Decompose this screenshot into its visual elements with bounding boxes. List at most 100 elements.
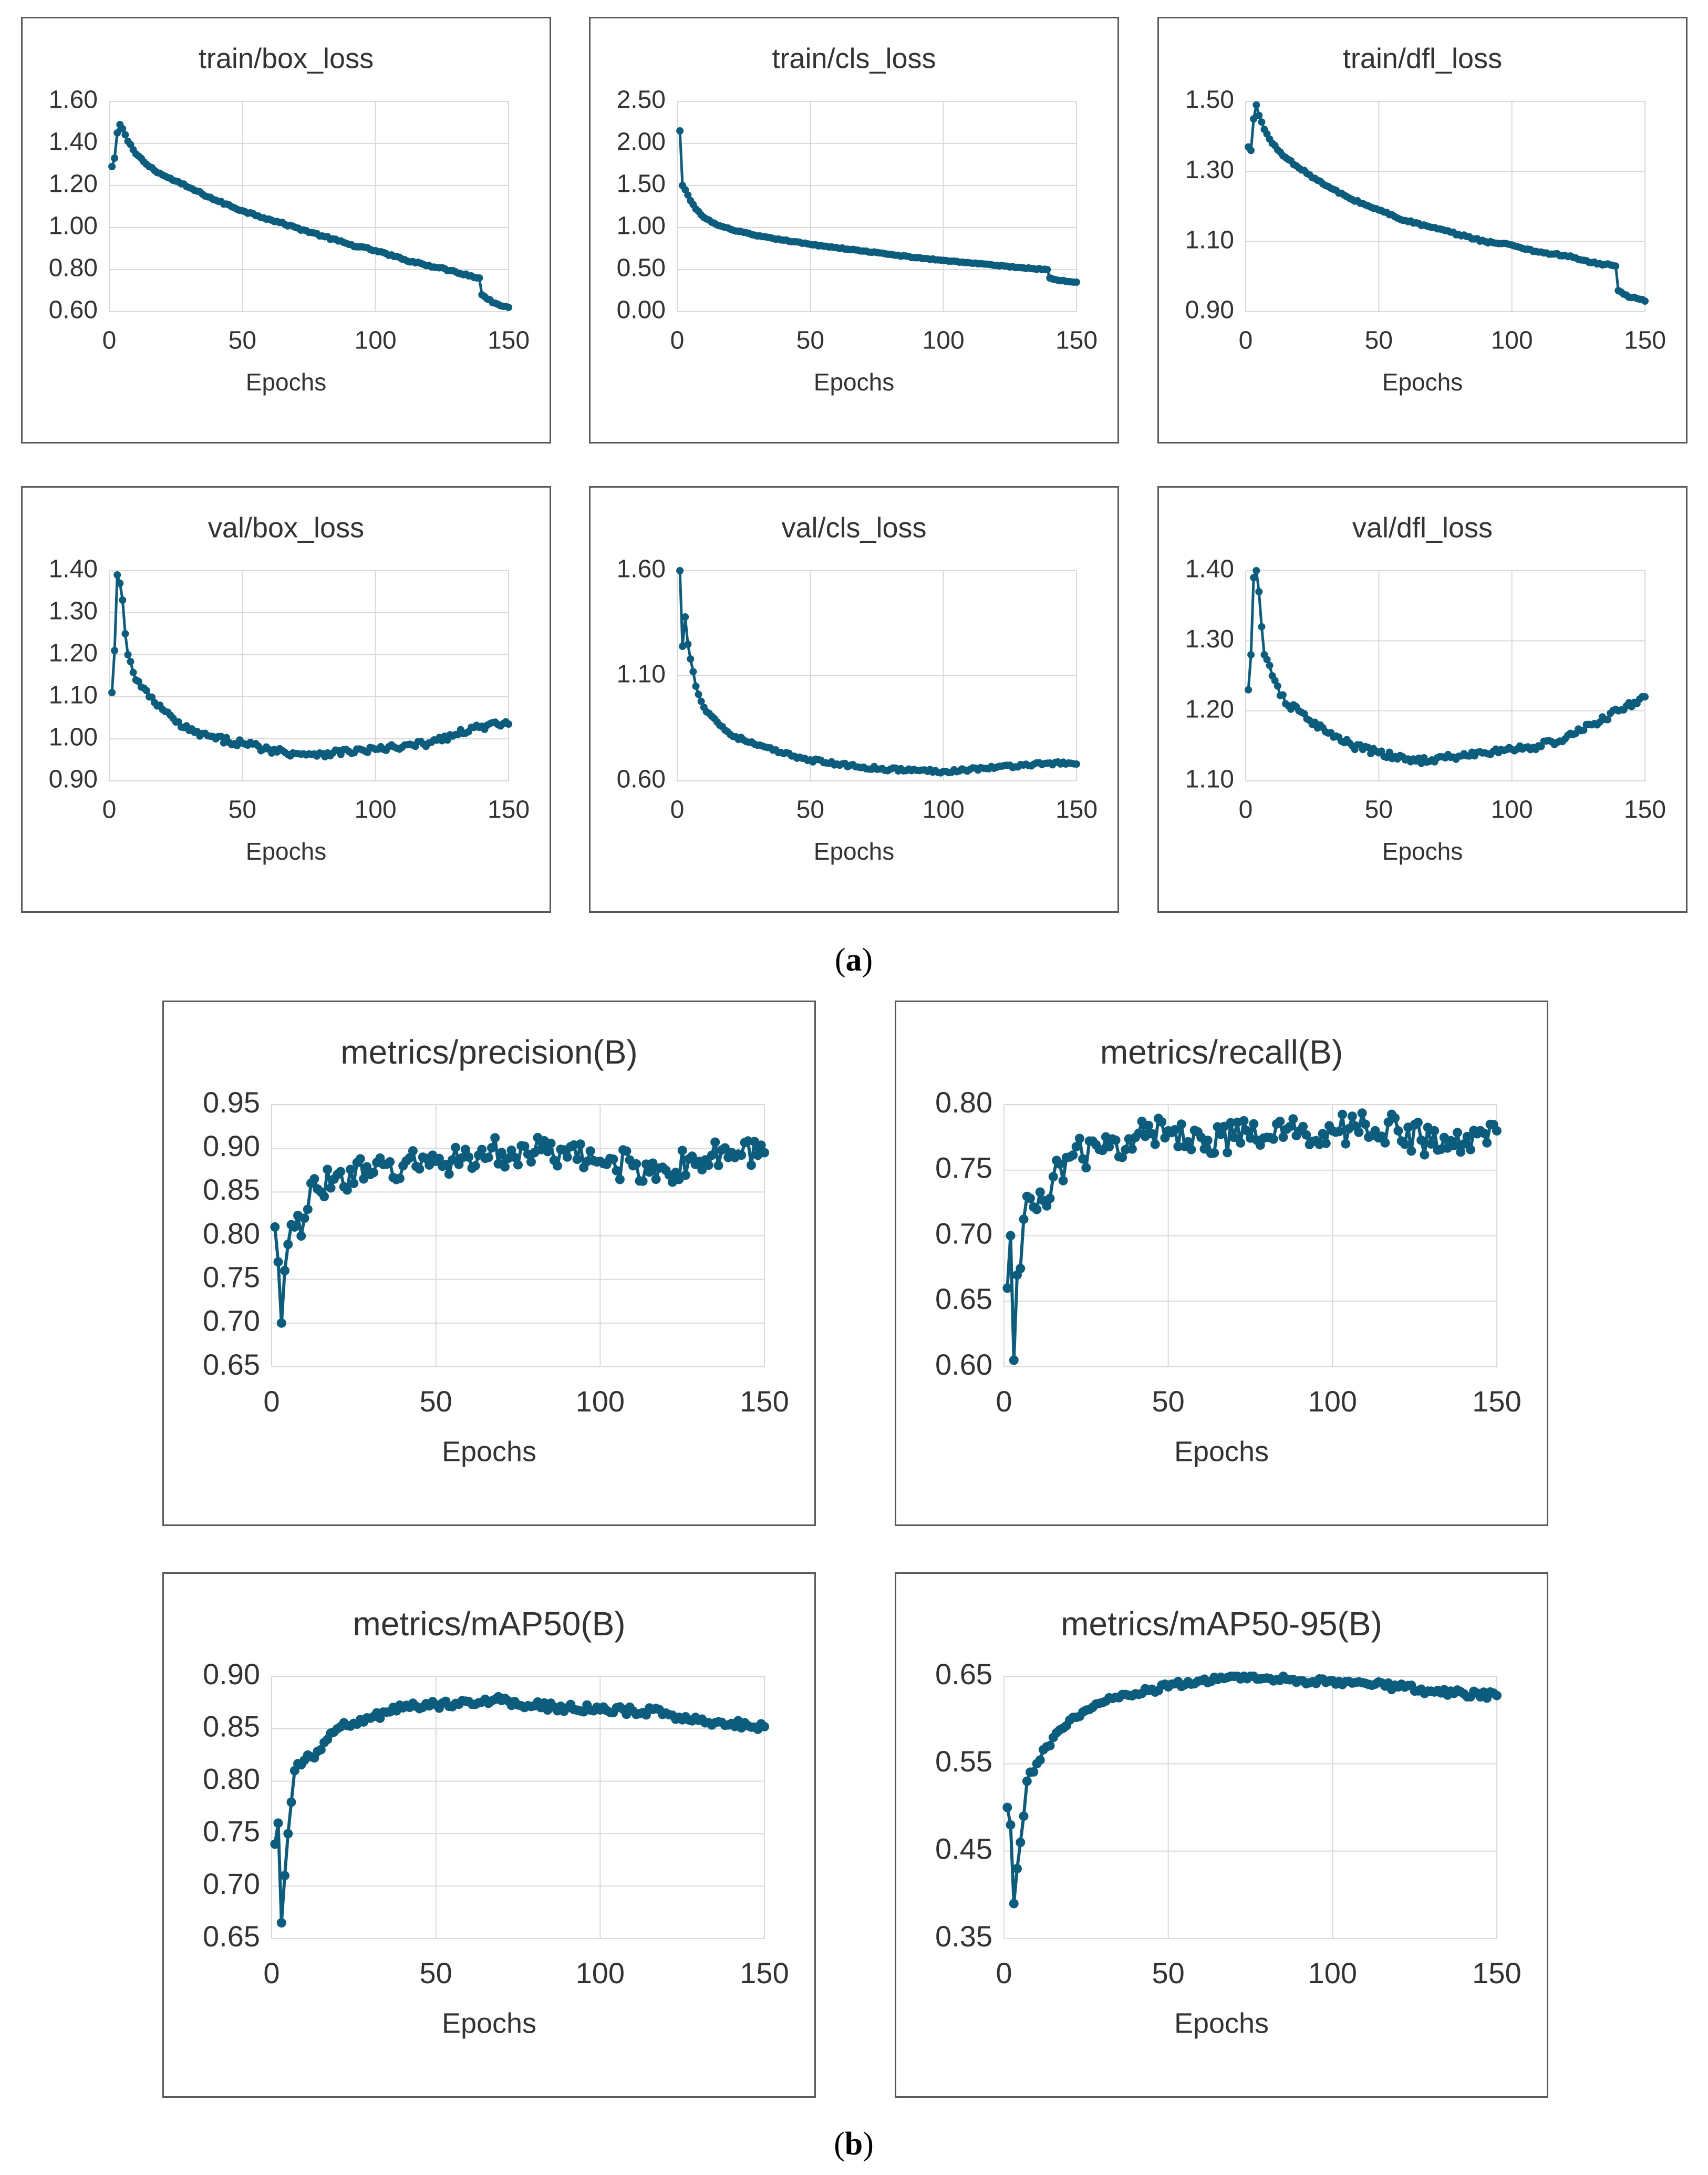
data-point <box>1252 567 1260 574</box>
x-tick-label: 150 <box>1624 327 1666 355</box>
data-point <box>1285 1122 1295 1132</box>
data-point <box>113 571 121 579</box>
data-point <box>1492 1690 1502 1700</box>
data-point <box>1250 115 1258 123</box>
data-point <box>689 668 697 676</box>
x-axis-label: Epochs <box>814 368 894 396</box>
data-point <box>368 1168 378 1178</box>
data-point <box>1229 1132 1239 1142</box>
data-point <box>1045 1740 1055 1750</box>
data-point <box>296 1231 306 1241</box>
data-point <box>1318 1129 1328 1139</box>
data-point <box>510 1152 520 1162</box>
data-point <box>1449 1140 1459 1150</box>
data-point <box>113 129 121 137</box>
x-axis-label: Epochs <box>246 838 326 865</box>
chart-svg: val/dfl_loss 1.10 1.20 1.30 1.40 0 50 100 150 Epo… <box>1185 512 1666 865</box>
data-point <box>648 1158 658 1168</box>
data-point <box>1170 1125 1180 1135</box>
data-point <box>1071 1142 1081 1152</box>
x-tick-label: 100 <box>1491 327 1533 355</box>
data-point <box>286 1797 296 1807</box>
data-point <box>385 1157 395 1167</box>
x-tick-label: 100 <box>576 1385 625 1418</box>
y-tick-label: 0.85 <box>203 1173 260 1206</box>
data-point <box>760 1722 769 1731</box>
y-tick-label: 0.80 <box>203 1217 260 1250</box>
y-tick-label: 0.80 <box>203 1762 260 1795</box>
x-axis-label: Epochs <box>1382 368 1463 396</box>
data-point <box>1385 748 1393 756</box>
caption-a-open: ( <box>834 942 846 978</box>
chart-title: metrics/mAP50-95(B) <box>1061 1605 1382 1643</box>
data-point <box>1150 1139 1160 1149</box>
y-tick-label: 1.10 <box>1185 766 1234 793</box>
data-point <box>1258 118 1266 126</box>
caption-b-open: ( <box>834 2126 845 2162</box>
data-point <box>1160 1133 1170 1143</box>
chart-map50: metrics/mAP50(B) 0.65 0.70 0.75 0.80 0.85 0.90… <box>162 1572 816 2098</box>
data-point <box>500 1162 510 1172</box>
data-point <box>1263 656 1271 664</box>
data-point <box>1357 1108 1367 1118</box>
data-point <box>1111 1135 1121 1145</box>
data-point <box>585 1146 595 1156</box>
x-tick-label: 0 <box>670 327 685 355</box>
data-point <box>687 655 695 663</box>
data-point <box>1416 1135 1426 1145</box>
data-point <box>1252 101 1260 109</box>
data-point <box>1370 1126 1380 1136</box>
chart-train-box-loss: train/box_loss 0.60 0.80 1.00 1.20 1.40 1.60 0 5… <box>21 17 551 444</box>
caption-a: (a) <box>801 942 906 979</box>
caption-b: (b) <box>801 2126 906 2163</box>
data-point <box>319 1192 329 1201</box>
data-point <box>283 1829 293 1839</box>
y-tick-label: 0.75 <box>935 1151 992 1184</box>
data-point <box>1068 1150 1078 1160</box>
data-point <box>483 1152 493 1162</box>
x-tick-label: 50 <box>229 327 256 355</box>
data-point <box>490 1133 500 1143</box>
x-tick-label: 0 <box>102 327 117 355</box>
y-tick-label: 0.60 <box>49 296 98 324</box>
data-point <box>415 1164 425 1174</box>
chart-val-box-loss: val/box_loss 0.90 1.00 1.10 1.20 1.30 1.40 0 50 1… <box>21 486 551 913</box>
data-point <box>1016 1263 1026 1273</box>
x-tick-label: 50 <box>420 1956 452 1990</box>
data-point <box>710 1137 720 1147</box>
data-point <box>681 613 689 621</box>
x-tick-label: 50 <box>1365 796 1393 824</box>
data-point <box>697 1164 707 1174</box>
y-tick-label: 1.50 <box>1185 86 1234 114</box>
series-line <box>1247 569 1645 765</box>
data-point <box>1413 1118 1423 1128</box>
data-point <box>316 1745 326 1755</box>
data-point <box>289 1222 299 1232</box>
y-tick-label: 1.40 <box>49 555 98 583</box>
y-tick-label: 0.80 <box>935 1086 992 1119</box>
chart-svg: val/cls_loss 0.60 1.10 1.60 0 50 100 150 Epochs <box>617 512 1098 865</box>
chart-val-dfl-loss: val/dfl_loss 1.10 1.20 1.30 1.40 0 50 100 150 Epo… <box>1157 486 1688 913</box>
data-point <box>487 1143 496 1153</box>
data-point <box>1390 1113 1400 1123</box>
y-tick-label: 1.00 <box>49 212 98 240</box>
x-axis-label: Epochs <box>814 838 894 865</box>
x-tick-label: 150 <box>1472 1956 1521 1990</box>
y-tick-label: 1.30 <box>1185 625 1234 653</box>
data-point <box>1012 1863 1022 1873</box>
series-line <box>273 1695 765 1925</box>
chart-svg: metrics/recall(B) 0.60 0.65 0.70 0.75 0.80 0 50… <box>935 1033 1521 1467</box>
data-point <box>760 1148 769 1158</box>
data-point <box>1043 266 1051 273</box>
data-point <box>273 1257 283 1267</box>
data-point <box>1035 1187 1045 1197</box>
data-point <box>1479 1128 1488 1138</box>
y-tick-label: 0.75 <box>203 1260 260 1293</box>
chart-title: train/cls_loss <box>772 43 936 74</box>
x-tick-label: 150 <box>488 796 530 824</box>
y-tick-label: 2.00 <box>617 128 666 156</box>
data-point <box>756 1140 766 1150</box>
data-point <box>677 1146 687 1156</box>
data-point <box>451 1142 461 1152</box>
y-tick-label: 1.60 <box>617 555 666 583</box>
